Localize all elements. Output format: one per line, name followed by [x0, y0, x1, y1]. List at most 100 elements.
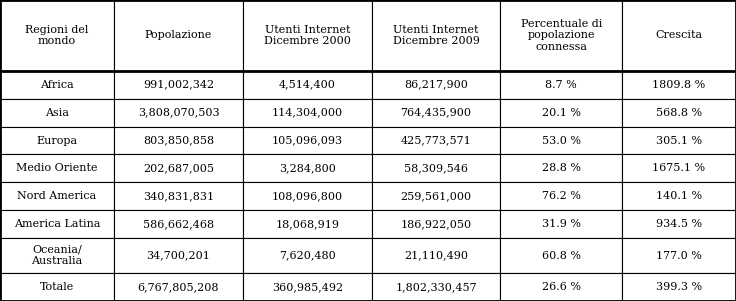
- Text: 86,217,900: 86,217,900: [404, 80, 468, 90]
- Text: 53.0 %: 53.0 %: [542, 135, 581, 145]
- Text: 1675.1 %: 1675.1 %: [652, 163, 706, 173]
- Bar: [500, 0, 622, 71]
- Text: 114,304,000: 114,304,000: [272, 107, 343, 118]
- Bar: [372, 126, 500, 154]
- Bar: [0, 273, 114, 301]
- Bar: [114, 0, 243, 71]
- Bar: [0, 238, 114, 273]
- Bar: [622, 210, 736, 238]
- Bar: [114, 273, 243, 301]
- Text: 764,435,900: 764,435,900: [400, 107, 472, 118]
- Text: 58,309,546: 58,309,546: [404, 163, 468, 173]
- Text: 259,561,000: 259,561,000: [400, 191, 472, 201]
- Bar: [0, 210, 114, 238]
- Text: 425,773,571: 425,773,571: [400, 135, 472, 145]
- Bar: [622, 182, 736, 210]
- Text: 202,687,005: 202,687,005: [143, 163, 214, 173]
- Bar: [114, 210, 243, 238]
- Bar: [372, 99, 500, 126]
- Text: Nord America: Nord America: [18, 191, 96, 201]
- Text: 7,620,480: 7,620,480: [279, 251, 336, 261]
- Bar: [0, 126, 114, 154]
- Bar: [622, 71, 736, 99]
- Bar: [622, 154, 736, 182]
- Bar: [500, 210, 622, 238]
- Bar: [372, 0, 500, 71]
- Text: 3,808,070,503: 3,808,070,503: [138, 107, 219, 118]
- Bar: [622, 0, 736, 71]
- Text: 140.1 %: 140.1 %: [656, 191, 702, 201]
- Text: 934.5 %: 934.5 %: [656, 219, 702, 229]
- Bar: [372, 154, 500, 182]
- Bar: [243, 71, 372, 99]
- Bar: [0, 154, 114, 182]
- Text: 21,110,490: 21,110,490: [404, 251, 468, 261]
- Bar: [0, 0, 114, 71]
- Text: Percentuale di
popolazione
connessa: Percentuale di popolazione connessa: [520, 19, 602, 52]
- Text: 31.9 %: 31.9 %: [542, 219, 581, 229]
- Text: Asia: Asia: [45, 107, 69, 118]
- Text: 76.2 %: 76.2 %: [542, 191, 581, 201]
- Bar: [243, 99, 372, 126]
- Bar: [372, 182, 500, 210]
- Bar: [114, 154, 243, 182]
- Text: 105,096,093: 105,096,093: [272, 135, 343, 145]
- Text: 399.3 %: 399.3 %: [656, 282, 702, 292]
- Bar: [243, 210, 372, 238]
- Bar: [622, 238, 736, 273]
- Text: Regioni del
mondo: Regioni del mondo: [25, 25, 89, 46]
- Text: Utenti Internet
Dicembre 2009: Utenti Internet Dicembre 2009: [392, 25, 480, 46]
- Bar: [243, 126, 372, 154]
- Bar: [114, 99, 243, 126]
- Text: 360,985,492: 360,985,492: [272, 282, 343, 292]
- Text: 177.0 %: 177.0 %: [656, 251, 702, 261]
- Bar: [500, 71, 622, 99]
- Bar: [243, 273, 372, 301]
- Text: 6,767,805,208: 6,767,805,208: [138, 282, 219, 292]
- Bar: [243, 182, 372, 210]
- Text: 26.6 %: 26.6 %: [542, 282, 581, 292]
- Text: 60.8 %: 60.8 %: [542, 251, 581, 261]
- Text: 568.8 %: 568.8 %: [656, 107, 702, 118]
- Bar: [372, 273, 500, 301]
- Text: Medio Oriente: Medio Oriente: [16, 163, 98, 173]
- Bar: [500, 238, 622, 273]
- Text: 1809.8 %: 1809.8 %: [652, 80, 706, 90]
- Text: 186,922,050: 186,922,050: [400, 219, 472, 229]
- Bar: [622, 273, 736, 301]
- Text: Crescita: Crescita: [655, 30, 703, 40]
- Text: 8.7 %: 8.7 %: [545, 80, 577, 90]
- Bar: [622, 99, 736, 126]
- Text: 20.1 %: 20.1 %: [542, 107, 581, 118]
- Bar: [243, 154, 372, 182]
- Text: 586,662,468: 586,662,468: [143, 219, 214, 229]
- Bar: [372, 238, 500, 273]
- Text: 305.1 %: 305.1 %: [656, 135, 702, 145]
- Bar: [114, 182, 243, 210]
- Bar: [114, 126, 243, 154]
- Bar: [114, 71, 243, 99]
- Bar: [622, 126, 736, 154]
- Text: 108,096,800: 108,096,800: [272, 191, 343, 201]
- Text: Popolazione: Popolazione: [145, 30, 212, 40]
- Bar: [243, 238, 372, 273]
- Bar: [114, 238, 243, 273]
- Bar: [500, 182, 622, 210]
- Text: 340,831,831: 340,831,831: [143, 191, 214, 201]
- Bar: [372, 71, 500, 99]
- Text: 28.8 %: 28.8 %: [542, 163, 581, 173]
- Bar: [500, 126, 622, 154]
- Bar: [500, 273, 622, 301]
- Bar: [0, 182, 114, 210]
- Text: 4,514,400: 4,514,400: [279, 80, 336, 90]
- Bar: [500, 154, 622, 182]
- Text: Africa: Africa: [40, 80, 74, 90]
- Text: Totale: Totale: [40, 282, 74, 292]
- Text: Europa: Europa: [37, 135, 77, 145]
- Text: 803,850,858: 803,850,858: [143, 135, 214, 145]
- Bar: [243, 0, 372, 71]
- Text: Oceania/
Australia: Oceania/ Australia: [32, 245, 82, 266]
- Text: 991,002,342: 991,002,342: [143, 80, 214, 90]
- Text: America Latina: America Latina: [14, 219, 100, 229]
- Bar: [0, 99, 114, 126]
